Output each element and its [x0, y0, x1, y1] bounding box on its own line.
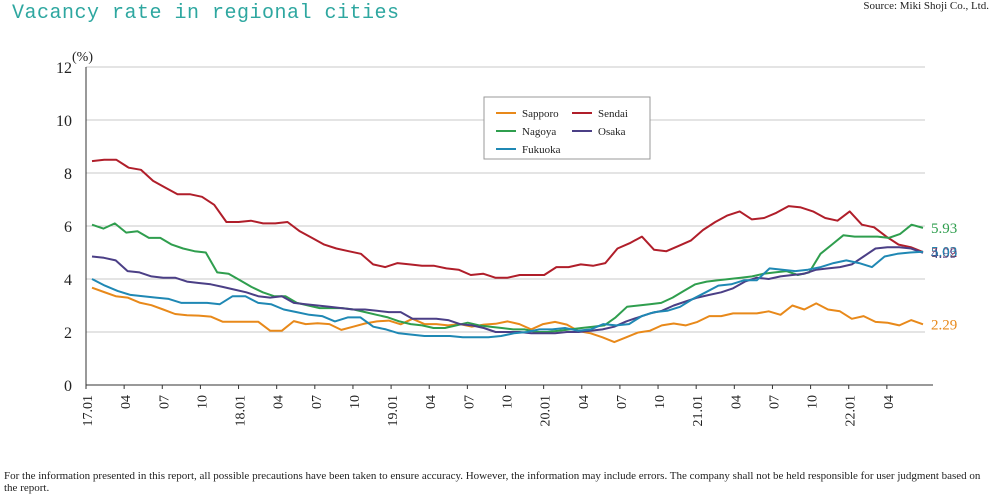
end-label-osaka: 4.99 [931, 246, 957, 262]
end-label-nagoya: 5.93 [931, 221, 957, 237]
x-tick-label: 22.01 [844, 395, 859, 427]
x-tick-label: 21.01 [691, 395, 706, 427]
y-tick-label: 0 [64, 378, 72, 395]
legend-label-sapporo: Sapporo [522, 108, 559, 120]
y-axis-unit-label: (%) [72, 50, 93, 65]
end-label-fukuoka: 5.03 [931, 245, 957, 261]
end-label-sendai: 5.02 [931, 245, 957, 261]
y-tick-labels: 0 2 4 6 8 10 12(%) [56, 50, 93, 395]
series-line-sendai [91, 158, 924, 279]
line-chart: 0 2 4 6 8 10 12(%) 17.01 04 07 10 18.01 04 07 10 19.01… [56, 50, 957, 427]
y-tick-label: 10 [56, 113, 72, 130]
x-tick-label: 17.01 [81, 395, 96, 427]
x-tick-label: 07 [462, 395, 477, 409]
x-tick-label: 10 [348, 395, 363, 409]
legend: Sapporo Sendai Nagoya Osaka Fukuoka [483, 96, 651, 160]
chart-title: Vacancy rate in regional cities [12, 2, 400, 25]
x-tick-label: 04 [577, 395, 592, 409]
x-tick-label: 04 [424, 395, 439, 409]
x-tick-label: 07 [767, 395, 782, 409]
series-line-fukuoka [91, 250, 924, 339]
y-tick-label: 4 [64, 272, 72, 289]
x-tick-label: 04 [119, 395, 134, 409]
x-tick-label: 10 [501, 395, 516, 409]
x-tick-labels: 17.01 04 07 10 18.01 04 07 10 19.01 04 07 10 20.01 04… [81, 395, 897, 427]
x-tick-label: 07 [157, 395, 172, 409]
x-tick-label: 04 [882, 395, 897, 409]
legend-label-osaka: Osaka [598, 126, 626, 138]
x-tick-label: 04 [729, 395, 744, 409]
legend-label-fukuoka: Fukuoka [522, 144, 561, 156]
axes [85, 67, 933, 389]
legend-label-nagoya: Nagoya [522, 126, 556, 138]
x-tick-label: 04 [272, 395, 287, 409]
series-lines [91, 158, 924, 344]
x-tick-label: 07 [615, 395, 630, 409]
y-tick-label: 12 [56, 60, 72, 77]
x-tick-label: 10 [653, 395, 668, 409]
x-tick-label: 19.01 [386, 395, 401, 427]
x-tick-label: 07 [310, 395, 325, 409]
x-tick-label: 18.01 [234, 395, 249, 427]
disclaimer-footnote: For the information presented in this re… [4, 470, 981, 494]
y-tick-label: 8 [64, 166, 72, 183]
end-value-labels: 2.29 5.02 5.93 4.995.03 [931, 221, 957, 333]
legend-label-sendai: Sendai [598, 108, 628, 120]
series-line-sapporo [91, 286, 924, 344]
x-tick-label: 10 [806, 395, 821, 409]
x-tick-label: 20.01 [539, 395, 554, 427]
end-label-sapporo: 2.29 [931, 317, 957, 333]
y-tick-label: 2 [64, 325, 72, 342]
series-line-nagoya [91, 222, 924, 333]
source-note: Source: Miki Shoji Co., Ltd. [863, 0, 989, 12]
series-line-osaka [91, 246, 924, 335]
x-tick-label: 10 [195, 395, 210, 409]
y-tick-label: 6 [64, 219, 72, 236]
